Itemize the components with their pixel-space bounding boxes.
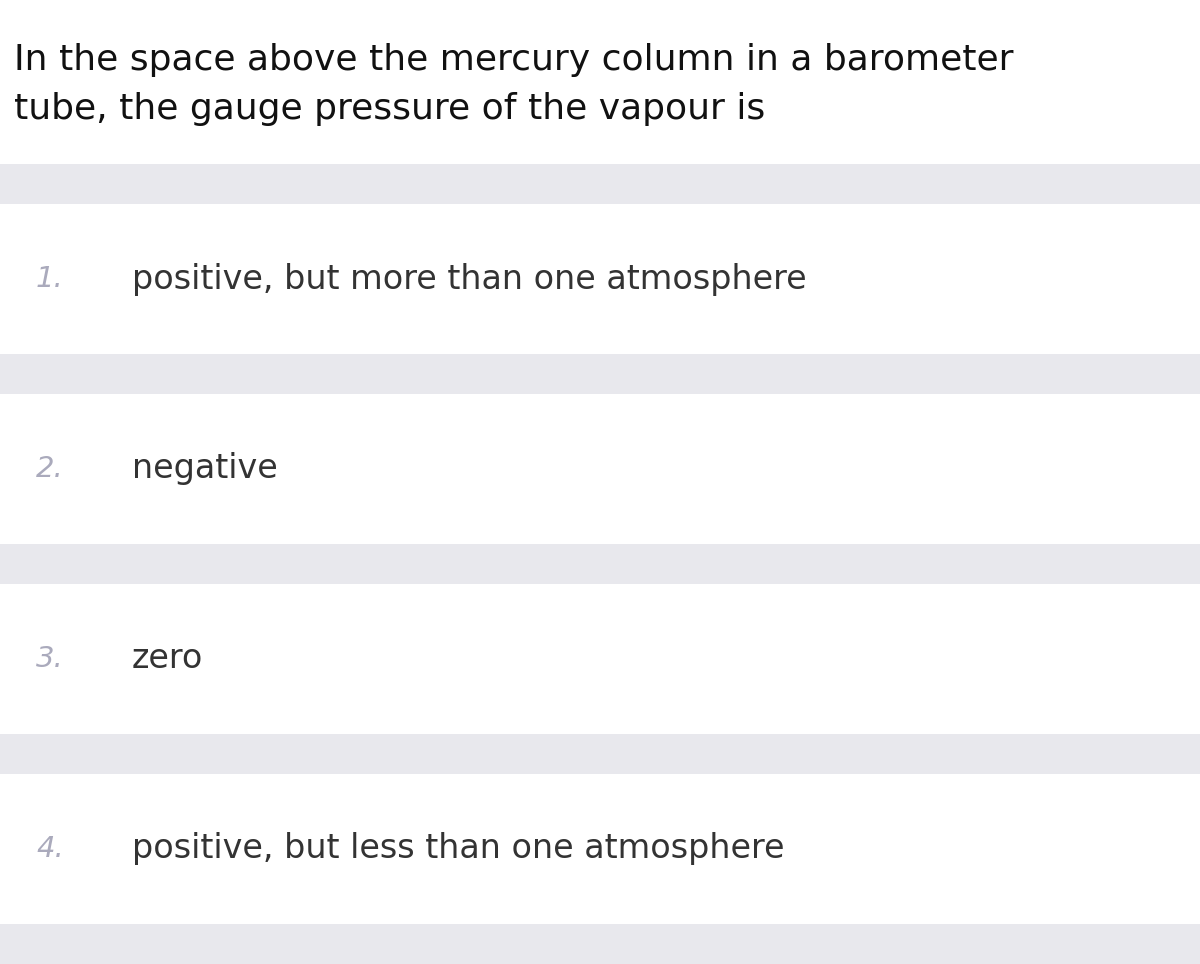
Text: 4.: 4.: [36, 835, 64, 863]
Bar: [0, 164, 1200, 204]
Bar: [0, 734, 1200, 774]
Text: 3.: 3.: [36, 645, 64, 673]
Text: tube, the gauge pressure of the vapour is: tube, the gauge pressure of the vapour i…: [14, 92, 766, 125]
Text: In the space above the mercury column in a barometer: In the space above the mercury column in…: [14, 43, 1014, 77]
Text: positive, but less than one atmosphere: positive, but less than one atmosphere: [132, 832, 785, 866]
Bar: [0, 924, 1200, 964]
Text: 2.: 2.: [36, 455, 64, 483]
Text: 1.: 1.: [36, 265, 64, 293]
Text: negative: negative: [132, 452, 277, 486]
Bar: [0, 354, 1200, 394]
Text: zero: zero: [132, 642, 203, 676]
Text: positive, but more than one atmosphere: positive, but more than one atmosphere: [132, 262, 806, 296]
Bar: [0, 544, 1200, 584]
